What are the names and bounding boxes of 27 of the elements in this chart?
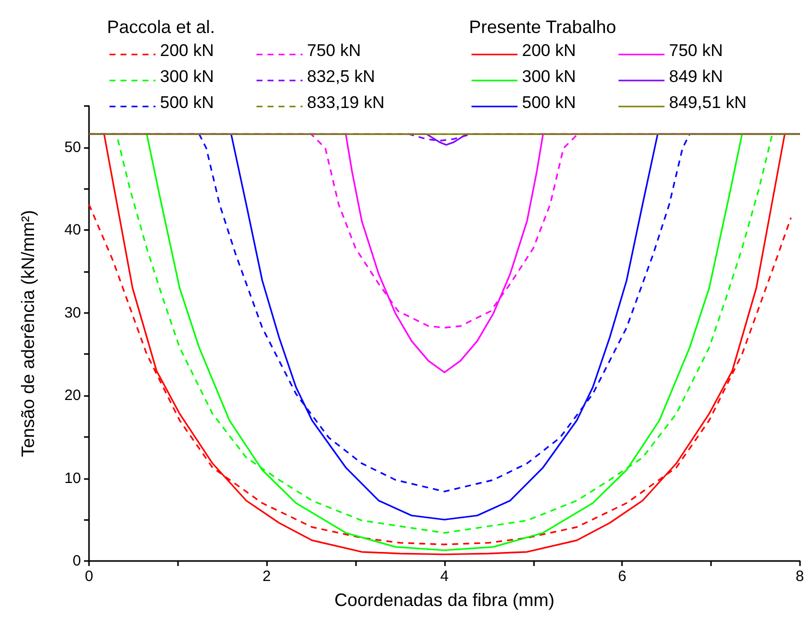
legend-label: 832,5 kN: [307, 67, 376, 86]
legend-label: 200 kN: [522, 41, 576, 60]
text: Presente Trabalho: [469, 17, 616, 37]
x-tick-label: 8: [796, 568, 804, 585]
x-tick-label: 2: [262, 568, 271, 585]
legend-label: 300 kN: [160, 67, 214, 86]
y-tick-label: 10: [64, 470, 81, 487]
y-axis-title: Tensão de aderência (kN/mm²): [18, 210, 38, 458]
x-tick-label: 4: [440, 568, 449, 585]
y-tick-label: 20: [64, 387, 81, 404]
legend-label: 750 kN: [307, 41, 361, 60]
y-tick-label: 0: [72, 552, 81, 570]
legend-label: 200 kN: [160, 41, 214, 60]
legend-label: 849 kN: [669, 67, 723, 86]
legend-label: 849,51 kN: [669, 93, 746, 112]
y-tick-label: 40: [64, 222, 81, 239]
x-tick-label: 0: [84, 568, 94, 585]
legend-label: 750 kN: [669, 41, 723, 60]
legend-label: 500 kN: [522, 93, 576, 112]
text: Paccola et al.: [107, 17, 216, 37]
legend-label: 833,19 kN: [307, 93, 384, 112]
x-tick-label: 6: [618, 568, 626, 585]
legend-label: 300 kN: [522, 67, 576, 86]
y-tick-label: 50: [64, 138, 81, 156]
legend-label: 500 kN: [160, 93, 214, 112]
x-axis-title: Coordenadas da fibra (mm): [334, 590, 554, 610]
y-tick-label: 30: [64, 304, 81, 322]
